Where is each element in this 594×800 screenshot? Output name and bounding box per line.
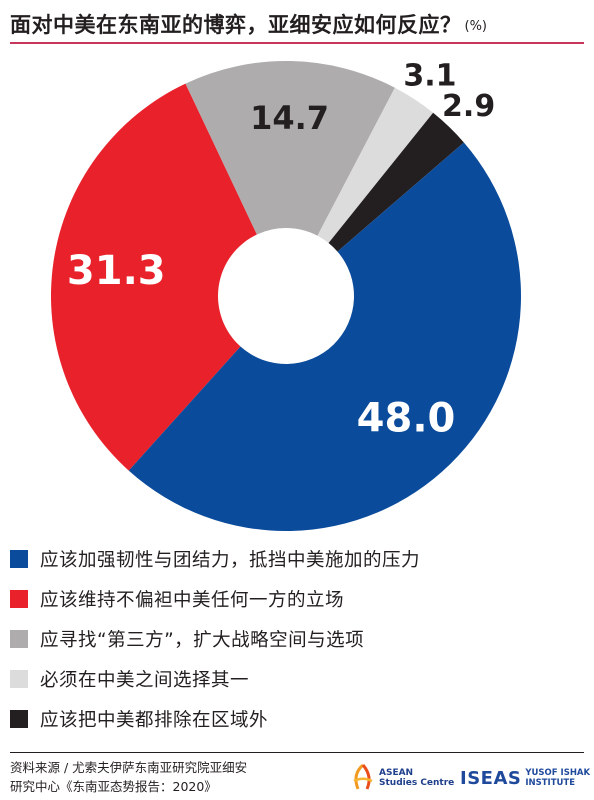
legend-item: 应该加强韧性与团结力，抵挡中美施加的压力 <box>10 540 584 578</box>
source-note: 资料来源 / 尤索夫伊萨东南亚研究院亚细安 研究中心《东南亚态势报告：2020》 <box>10 758 310 796</box>
legend-item: 必须在中美之间选择其一 <box>10 660 584 698</box>
asean-logo-icon <box>353 763 373 790</box>
slice-value-label: 31.3 <box>67 248 166 294</box>
donut-chart: 31.3 14.7 3.12.9 48.0 <box>51 60 521 531</box>
iseas-line-2: INSTITUTE <box>525 778 576 788</box>
iseas-wordmark: ISEAS <box>460 767 522 789</box>
legend-swatch <box>10 550 28 568</box>
legend-item: 应该维持不偏袒中美任何一方的立场 <box>10 580 584 618</box>
unit-label: (%) <box>464 18 488 34</box>
iseas-logo: ISEAS YUSOF ISHAK INSTITUTE <box>460 765 590 791</box>
donut-slice <box>317 87 434 243</box>
slice-value-label: 48.0 <box>357 396 456 442</box>
legend-swatch <box>10 630 28 648</box>
legend-label: 必须在中美之间选择其一 <box>40 670 250 691</box>
asean-logo-line-1: ASEAN <box>379 768 414 778</box>
legend-swatch <box>10 670 28 688</box>
legend: 应该加强韧性与团结力，抵挡中美施加的压力 应该维持不偏袒中美任何一方的立场 应寻… <box>10 540 584 740</box>
legend-swatch <box>10 590 28 608</box>
legend-item: 应寻找“第三方”，扩大战略空间与选项 <box>10 620 584 658</box>
donut-slice <box>51 83 257 471</box>
slice-value-label: 3.1 <box>403 60 456 93</box>
chart-title: 面对中美在东南亚的博弈，亚细安应如何反应？ <box>10 13 462 37</box>
legend-label: 应该维持不偏袒中美任何一方的立场 <box>40 590 345 611</box>
iseas-line-1: YUSOF ISHAK <box>525 768 591 778</box>
source-line-1: 资料来源 / 尤索夫伊萨东南亚研究院亚细安 <box>10 760 248 775</box>
slice-value-label: 2.9 <box>442 89 495 124</box>
asean-studies-centre-logo: ASEAN Studies Centre <box>350 763 454 793</box>
donut-slice <box>185 60 395 236</box>
title-divider <box>10 42 584 44</box>
legend-item: 应该把中美都排除在区域外 <box>10 700 584 738</box>
asean-logo-line-2: Studies Centre <box>379 778 455 788</box>
legend-swatch <box>10 710 28 728</box>
title-bar: 面对中美在东南亚的博弈，亚细安应如何反应？ (%) <box>10 6 584 42</box>
donut-slice <box>328 112 464 252</box>
slice-value-label: 14.7 <box>250 99 329 137</box>
legend-label: 应该加强韧性与团结力，抵挡中美施加的压力 <box>40 550 421 571</box>
source-line-2: 研究中心《东南亚态势报告：2020》 <box>10 779 217 794</box>
donut-slice <box>128 142 521 531</box>
legend-label: 应该把中美都排除在区域外 <box>40 710 269 731</box>
legend-label: 应寻找“第三方”，扩大战略空间与选项 <box>40 630 365 651</box>
footer-divider <box>10 752 584 753</box>
